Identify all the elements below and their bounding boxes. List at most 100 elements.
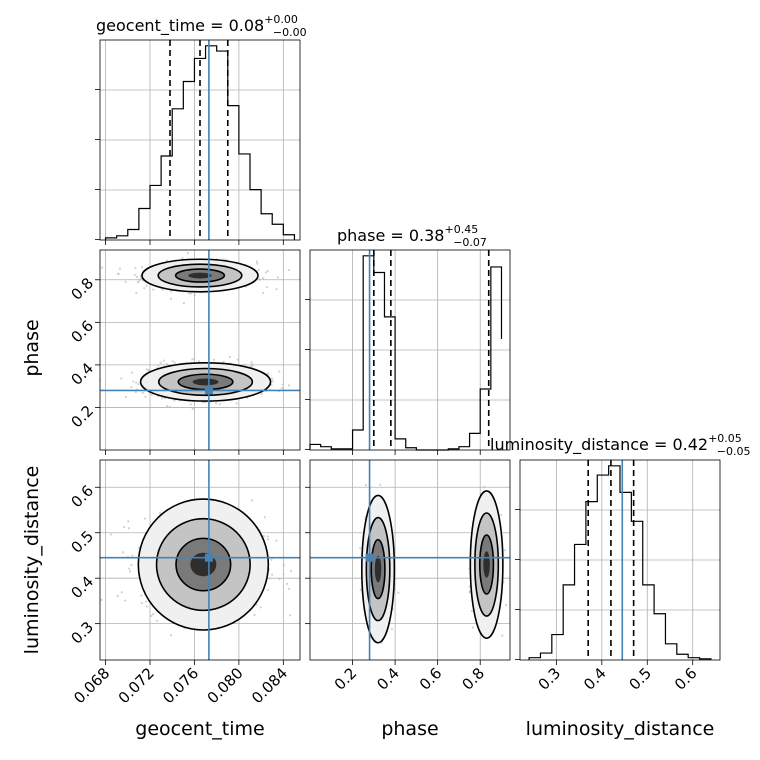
sample-point bbox=[137, 546, 140, 549]
sample-point bbox=[124, 599, 127, 602]
sample-point bbox=[130, 385, 133, 389]
sample-point bbox=[133, 273, 136, 277]
sample-point bbox=[251, 365, 254, 368]
sample-point bbox=[173, 399, 176, 402]
density-core bbox=[188, 272, 212, 279]
sample-point bbox=[364, 484, 368, 487]
sample-point bbox=[159, 512, 162, 515]
y-tick-label: 0.2 bbox=[67, 402, 97, 432]
sample-point bbox=[263, 516, 266, 519]
sample-point bbox=[117, 272, 120, 276]
sample-point bbox=[235, 402, 238, 405]
x-tick-label: 0.3 bbox=[535, 664, 565, 694]
sample-point bbox=[155, 619, 159, 622]
sample-point bbox=[124, 395, 128, 398]
scatter-geocent_time_vs_luminosity_distance bbox=[100, 498, 293, 637]
sample-point bbox=[127, 527, 131, 530]
sample-point bbox=[397, 591, 400, 594]
sample-point bbox=[136, 275, 139, 279]
sample-point bbox=[271, 573, 274, 576]
sample-point bbox=[138, 278, 141, 281]
sample-point bbox=[266, 588, 270, 592]
sample-point bbox=[266, 535, 270, 538]
x-tick-label: 0.6 bbox=[416, 664, 446, 694]
sample-point bbox=[264, 271, 267, 274]
sample-point bbox=[168, 405, 171, 409]
sample-point bbox=[143, 517, 147, 520]
sample-point bbox=[145, 368, 148, 371]
axes-frame bbox=[309, 249, 511, 451]
frame-layer bbox=[99, 39, 721, 661]
sample-point bbox=[243, 363, 247, 366]
x-tick-label: 0.076 bbox=[159, 664, 202, 707]
sample-point bbox=[253, 613, 256, 617]
sample-point bbox=[189, 403, 192, 406]
sample-point bbox=[275, 288, 278, 291]
sample-point bbox=[136, 281, 139, 284]
sample-point bbox=[471, 626, 474, 629]
sample-point bbox=[140, 602, 143, 605]
sample-point bbox=[161, 288, 164, 291]
sample-point bbox=[165, 259, 169, 262]
sample-point bbox=[287, 587, 291, 591]
sample-point bbox=[130, 371, 134, 374]
x-tick-label: 0.4 bbox=[580, 664, 610, 694]
sample-point bbox=[166, 404, 169, 408]
sample-point bbox=[236, 358, 239, 361]
sample-point bbox=[188, 292, 191, 295]
y-tick-label: 0.6 bbox=[67, 482, 97, 512]
x-tick-label: 0.6 bbox=[671, 664, 701, 694]
sample-point bbox=[482, 485, 486, 488]
sample-point bbox=[280, 387, 283, 390]
sample-point bbox=[130, 563, 133, 567]
sample-point bbox=[218, 403, 221, 406]
sample-point bbox=[124, 280, 127, 283]
sample-point bbox=[358, 547, 362, 550]
y-tick-label: 0.4 bbox=[67, 359, 97, 389]
density-core bbox=[483, 551, 490, 578]
sample-point bbox=[145, 605, 148, 608]
sample-point bbox=[134, 267, 137, 270]
sample-point bbox=[390, 627, 394, 631]
truth-marker bbox=[204, 553, 213, 562]
sample-point bbox=[222, 360, 225, 363]
x-tick-label: 0.8 bbox=[458, 664, 488, 694]
title-phase: phase = 0.38+0.45 −0.07 bbox=[337, 223, 487, 249]
sample-point bbox=[127, 520, 130, 523]
sample-point bbox=[359, 588, 362, 591]
scatter-phase_vs_luminosity_distance bbox=[358, 483, 508, 644]
sample-point bbox=[169, 297, 173, 300]
sample-point bbox=[193, 293, 196, 297]
sample-point bbox=[191, 407, 194, 410]
sample-point bbox=[161, 397, 164, 400]
sample-point bbox=[122, 525, 126, 529]
y-tick-label: 0.3 bbox=[67, 618, 97, 648]
axes-frame bbox=[99, 39, 301, 241]
sample-point bbox=[501, 634, 504, 637]
sample-point bbox=[134, 381, 138, 384]
sample-point bbox=[145, 284, 148, 287]
y-tick-label: 0.4 bbox=[67, 573, 97, 603]
sample-point bbox=[262, 277, 265, 280]
sample-point bbox=[109, 533, 113, 536]
sample-point bbox=[159, 361, 162, 364]
sample-point bbox=[173, 361, 176, 364]
histogram-phase bbox=[309, 255, 503, 451]
ylabel-luminosity-distance: luminosity_distance bbox=[21, 466, 43, 655]
scatter-geocent_time_vs_phase bbox=[100, 251, 291, 410]
sample-point bbox=[120, 377, 123, 380]
sample-point bbox=[270, 558, 273, 561]
histogram-luminosity_distance bbox=[528, 465, 712, 660]
sample-point bbox=[214, 401, 218, 405]
sample-point bbox=[470, 609, 473, 613]
sample-point bbox=[165, 362, 168, 366]
sample-point bbox=[145, 600, 148, 603]
sample-point bbox=[503, 549, 506, 552]
x-tick-label: 0.5 bbox=[626, 664, 656, 694]
sample-point bbox=[143, 287, 146, 290]
sample-point bbox=[505, 604, 508, 607]
xlabel-geocent-time: geocent_time bbox=[135, 718, 264, 740]
x-tick-label: 0.072 bbox=[115, 664, 158, 707]
sample-point bbox=[128, 567, 131, 570]
sample-point bbox=[151, 613, 155, 616]
